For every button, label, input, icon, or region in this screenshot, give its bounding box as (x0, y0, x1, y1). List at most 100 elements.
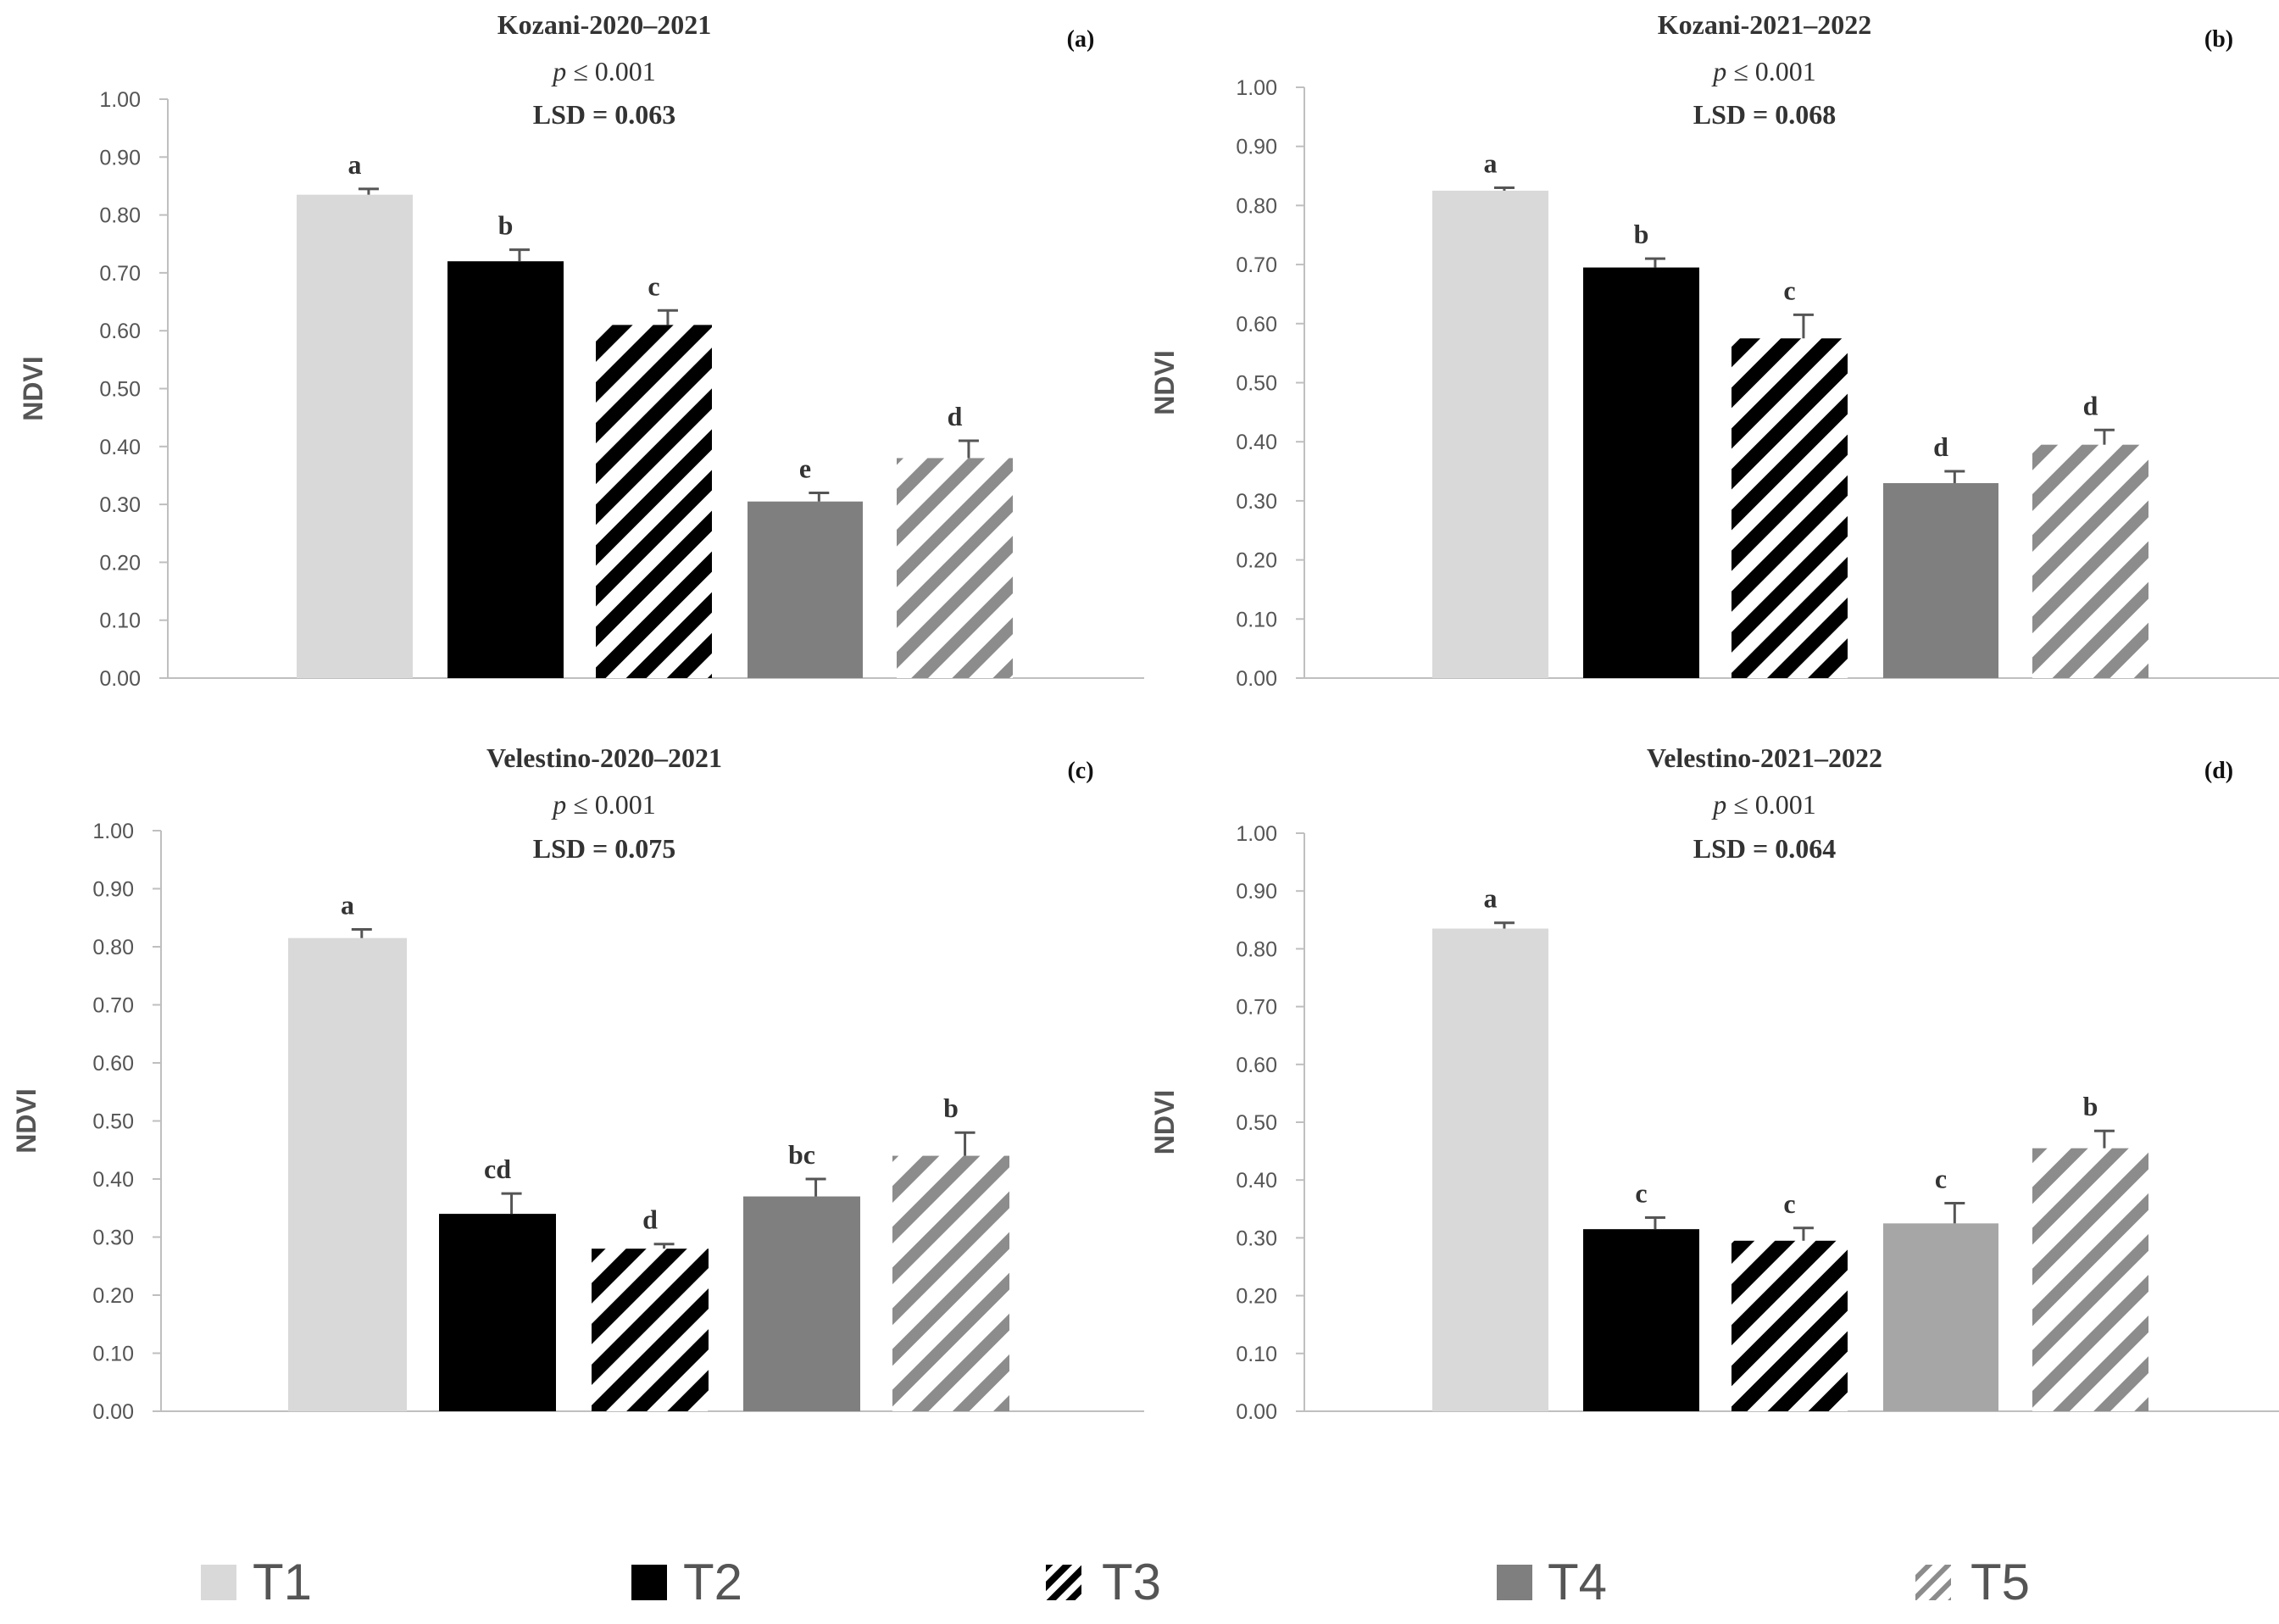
chart-panel: Kozani-2021–2022 p ≤ 0.001 LSD = 0.068 (b) 0… (1149, 9, 2279, 691)
bar-t2 (447, 261, 564, 678)
legend-item-t3: T3 (1046, 1554, 1161, 1610)
legend-label: T3 (1102, 1554, 1161, 1610)
significance-letter: e (799, 453, 811, 483)
lsd-label: LSD = 0.064 (1693, 833, 1836, 864)
y-tick-label: 0.30 (99, 493, 141, 517)
legend-item-t2: T2 (631, 1554, 742, 1610)
y-tick-label: 0.00 (99, 667, 141, 691)
y-tick-label: 0.60 (1236, 313, 1277, 336)
y-tick-label: 0.50 (92, 1110, 134, 1134)
legend-swatch (201, 1565, 236, 1600)
p-value-label: p ≤ 0.001 (551, 789, 656, 820)
bar-t4 (1883, 1223, 1998, 1411)
y-tick-label: 1.00 (1236, 76, 1277, 100)
y-tick-label: 0.10 (1236, 608, 1277, 631)
bar-t5 (892, 1155, 1009, 1411)
significance-letter: a (348, 149, 362, 180)
y-tick-label: 0.60 (99, 320, 141, 343)
bar-t2 (439, 1214, 556, 1411)
y-tick-label: 0.30 (92, 1226, 134, 1250)
panel-letter: (a) (1067, 26, 1095, 53)
y-tick-label: 0.90 (1236, 880, 1277, 904)
bar-t1 (288, 937, 407, 1411)
significance-letter: cd (484, 1154, 511, 1184)
y-tick-label: 1.00 (92, 820, 134, 843)
y-tick-label: 1.00 (99, 88, 141, 112)
legend-label: T1 (253, 1554, 312, 1610)
y-tick-label: 0.00 (92, 1400, 134, 1424)
panel-letter: (c) (1067, 758, 1093, 784)
y-tick-label: 0.50 (99, 378, 141, 402)
y-tick-label: 0.80 (1236, 937, 1277, 961)
significance-letter: d (948, 401, 963, 431)
chart-title: Velestino-2020–2021 (486, 742, 722, 773)
chart-title: Velestino-2021–2022 (1647, 742, 1882, 773)
significance-letter: a (1484, 147, 1498, 178)
y-tick-label: 0.40 (99, 436, 141, 459)
p-symbol: p (1711, 56, 1726, 86)
y-tick-label: 0.30 (1236, 1226, 1277, 1250)
y-tick-label: 0.10 (99, 609, 141, 633)
y-tick-label: 0.60 (92, 1052, 134, 1076)
lsd-label: LSD = 0.063 (533, 99, 675, 130)
significance-letter: c (648, 270, 659, 301)
p-symbol: p (1711, 789, 1726, 820)
p-threshold: ≤ 0.001 (566, 56, 656, 86)
y-tick-label: 1.00 (1236, 822, 1277, 846)
y-tick-label: 0.20 (1236, 1285, 1277, 1309)
p-threshold: ≤ 0.001 (1726, 789, 1816, 820)
legend-swatch (1497, 1565, 1532, 1600)
y-tick-label: 0.90 (92, 878, 134, 902)
p-symbol: p (551, 56, 566, 86)
legend-swatch (1915, 1565, 1951, 1600)
bar-t5 (897, 458, 1013, 678)
y-axis-label: NDVI (18, 356, 48, 420)
bar-t3 (1731, 1240, 1848, 1411)
legend-swatch (1046, 1565, 1081, 1600)
y-tick-label: 0.90 (1236, 136, 1277, 159)
y-tick-label: 0.80 (1236, 194, 1277, 218)
significance-letter: d (642, 1204, 658, 1235)
lsd-label: LSD = 0.075 (533, 833, 675, 864)
legend-label: T5 (1971, 1554, 2030, 1610)
chart-title: Kozani-2020–2021 (497, 9, 711, 40)
chart-panel: Velestino-2020–2021 p ≤ 0.001 LSD = 0.075 (… (11, 742, 1144, 1424)
significance-letter: d (2083, 390, 2098, 420)
y-tick-label: 0.80 (99, 204, 141, 228)
significance-letter: bc (788, 1139, 815, 1170)
bar-t1 (1432, 928, 1548, 1411)
y-tick-label: 0.40 (92, 1168, 134, 1192)
bar-t3 (596, 325, 712, 678)
lsd-label: LSD = 0.068 (1693, 99, 1836, 130)
chart-panel: Kozani-2020–2021 p ≤ 0.001 LSD = 0.063 (a) 0… (18, 9, 1144, 691)
y-tick-label: 0.20 (92, 1284, 134, 1308)
bar-t1 (1432, 190, 1548, 679)
significance-letter: b (943, 1093, 959, 1123)
legend-item-t5: T5 (1915, 1554, 2030, 1610)
y-tick-label: 0.40 (1236, 431, 1277, 454)
y-axis-label: NDVI (1149, 1090, 1180, 1154)
legend-label: T2 (683, 1554, 742, 1610)
significance-letter: b (498, 210, 514, 241)
y-tick-label: 0.40 (1236, 1169, 1277, 1193)
bar-t5 (2032, 1148, 2148, 1411)
panel-letter: (b) (2204, 26, 2233, 53)
y-tick-label: 0.90 (99, 146, 141, 170)
chart-title: Kozani-2021–2022 (1658, 9, 1871, 40)
bar-t4 (1883, 482, 1998, 678)
y-tick-label: 0.10 (1236, 1343, 1277, 1366)
significance-letter: c (1935, 1163, 1947, 1193)
legend-label: T4 (1548, 1554, 1607, 1610)
chart-panels: Kozani-2020–2021 p ≤ 0.001 LSD = 0.063 (a) 0… (11, 9, 2279, 1424)
significance-letter: a (341, 889, 354, 920)
significance-letter: c (1783, 1188, 1795, 1219)
y-tick-label: 0.80 (92, 936, 134, 959)
y-tick-label: 0.70 (99, 262, 141, 286)
bar-t3 (1731, 338, 1848, 678)
significance-letter: b (1634, 219, 1649, 249)
y-tick-label: 0.60 (1236, 1054, 1277, 1077)
bar-t4 (748, 501, 863, 678)
legend-item-t4: T4 (1497, 1554, 1607, 1610)
bar-t3 (592, 1249, 709, 1411)
